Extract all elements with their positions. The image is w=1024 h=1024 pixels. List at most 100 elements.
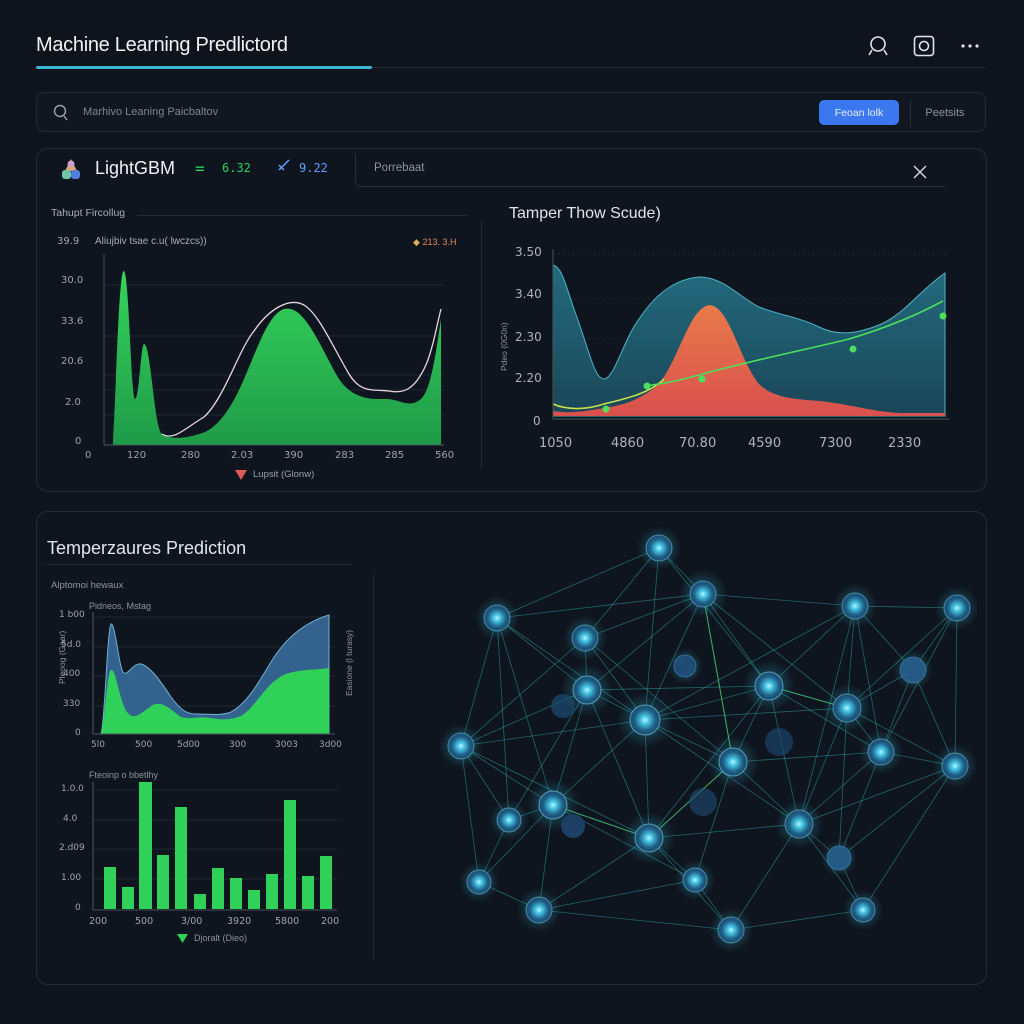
x-tick: 500: [135, 740, 153, 750]
header-divider: [36, 67, 986, 68]
active-tab-indicator: [36, 66, 372, 69]
x-tick: 280: [181, 450, 201, 461]
model-bar: LightGBM = 6.32 9.22 Porrebaat: [37, 149, 986, 189]
primary-action-button[interactable]: Feoan lolk: [819, 100, 899, 125]
y-tick: 30.0: [61, 275, 84, 286]
metric-score-a: 6.32: [222, 161, 251, 175]
forecast-label: Porrebaat: [374, 162, 425, 174]
y-tick: 400: [63, 669, 81, 679]
left-area-chart: [103, 254, 444, 446]
x-tick: 200: [89, 916, 108, 927]
y-tick: 1 b00: [59, 610, 85, 620]
y-tick: 1.0.0: [61, 784, 84, 794]
trend-icon: [277, 158, 291, 172]
metric-score-b: 9.22: [299, 161, 328, 175]
y-tick: 330: [63, 699, 81, 709]
y-tick: 2.0: [65, 397, 81, 408]
x-tick: 5d00: [177, 740, 200, 750]
x-tick: 120: [127, 450, 147, 461]
tab-forecast[interactable]: Porrebaat: [355, 153, 945, 187]
x-tick: 0: [85, 450, 92, 461]
section-rule: [137, 215, 467, 216]
area-y2-label: Easione (l turasy): [344, 629, 354, 696]
x-tick: 2330: [888, 436, 922, 451]
equals-icon: =: [195, 159, 205, 178]
x-tick: 300: [229, 740, 247, 750]
x-tick: 3003: [275, 740, 298, 750]
x-tick: 4590: [748, 436, 782, 451]
bar-legend: Djoralt (Dieo): [177, 933, 247, 943]
x-tick: 3d00: [319, 740, 342, 750]
search-input[interactable]: Marhivo Leaning Paicbaltov: [83, 106, 219, 118]
stacked-area-chart: [92, 612, 335, 735]
network-nodes: [439, 526, 977, 952]
x-tick: 5l0: [91, 740, 105, 750]
y-tick: 2.20: [515, 371, 542, 385]
y-top-label: 39.9: [57, 236, 80, 247]
button-divider: [910, 99, 911, 127]
y-tick: 3.50: [515, 245, 542, 259]
y-tick: 20.6: [61, 356, 84, 367]
x-tick: 3920: [227, 916, 252, 927]
legend-label: Lupsit (Glonw): [253, 469, 315, 480]
x-tick: 70.80: [679, 436, 717, 451]
prediction-title: Temperzaures Prediction: [47, 538, 247, 558]
triangle-down-icon: [235, 469, 247, 480]
x-tick: 390: [284, 450, 304, 461]
right-chart-title: Tamper Thow Scude): [509, 205, 661, 222]
panel-divider: [373, 574, 374, 959]
x-tick: 500: [135, 916, 154, 927]
y-tick: 0: [75, 436, 82, 447]
y-tick: 5d.0: [61, 640, 82, 650]
y-tick: 0: [75, 903, 81, 913]
chart-section-label: Tahupt Fircollug: [51, 207, 126, 219]
chart-divider: [481, 221, 482, 469]
badge-text: 213. 3.H: [422, 237, 457, 247]
prediction-panel: Temperzaures Prediction Alptomoi hewaux …: [36, 511, 987, 985]
app-header: Machine Learning Predlictord: [36, 28, 988, 70]
x-tick: 2.03: [231, 450, 254, 461]
camera-icon[interactable]: [912, 34, 936, 58]
close-icon[interactable]: [909, 161, 931, 183]
bar-chart-title: Fteoinp o bbetlhy: [89, 770, 159, 780]
series-label: Aliujbiv tsae c.u( lwczcs)): [95, 236, 207, 247]
title-rule: [47, 564, 352, 565]
right-area-chart: [552, 249, 949, 420]
legend-label: Djoralt (Dieo): [194, 933, 248, 943]
bar-chart: [92, 782, 337, 911]
secondary-action-button[interactable]: Peetsits: [925, 106, 965, 119]
badge-dot-icon: ◆: [413, 237, 420, 247]
search-icon: [53, 104, 69, 122]
y-tick: 2.d09: [59, 843, 85, 853]
x-tick: 283: [335, 450, 355, 461]
x-tick: 285: [385, 450, 405, 461]
chart-legend: Lupsit (Glonw): [235, 469, 314, 480]
y-axis-label: Pdeo (0G0n): [499, 322, 509, 371]
y-tick: 4.0: [63, 814, 78, 824]
x-tick: 5800: [275, 916, 300, 927]
x-tick: 7300: [819, 436, 853, 451]
x-tick: 4860: [611, 436, 645, 451]
model-name: LightGBM: [95, 158, 176, 178]
x-tick: 3/00: [181, 916, 203, 927]
search-icon[interactable]: [866, 34, 890, 58]
subtitle: Alptomoi hewaux: [51, 580, 124, 591]
model-logo-icon: [59, 157, 83, 181]
y-tick: 33.6: [61, 316, 84, 327]
model-panel: LightGBM = 6.32 9.22 Porrebaat Tahupt Fi…: [36, 148, 987, 492]
search-bar[interactable]: Marhivo Leaning Paicbaltov Feoan lolk Pe…: [36, 92, 986, 132]
y-tick: 0: [75, 728, 81, 738]
y-tick: 2.30: [515, 330, 542, 344]
x-tick: 1050: [539, 436, 573, 451]
more-icon[interactable]: [958, 34, 982, 58]
y-tick: 0: [533, 414, 541, 428]
x-tick: 560: [435, 450, 455, 461]
neural-network-graph: [439, 526, 977, 952]
x-tick: 200: [321, 916, 340, 927]
value-badge: ◆ 213. 3.H: [413, 237, 456, 248]
area-chart-title: Pidneos, Mstag: [89, 601, 152, 611]
y-tick: 3.40: [515, 287, 542, 301]
y-tick: 1.00: [61, 873, 82, 883]
triangle-down-icon: [177, 933, 188, 943]
app-title: Machine Learning Predlictord: [36, 34, 288, 56]
